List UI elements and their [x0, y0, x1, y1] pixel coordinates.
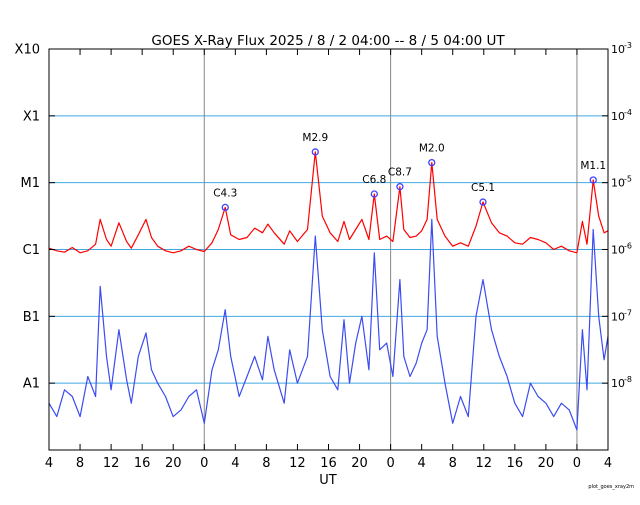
flare-label-m2-0: M2.0 [419, 143, 445, 155]
y-tick-label-right: 10 [611, 310, 625, 323]
footer-label: plot_goes_xray2m [588, 484, 634, 490]
series-layer [48, 151, 609, 431]
y-tick-label-left-m1: M1 [21, 176, 41, 191]
y-tick-label-right: 10 [611, 177, 625, 190]
flare-marker-c4-3 [221, 203, 229, 212]
x-tick-label: 20 [165, 456, 182, 471]
x-tick-label: 8 [449, 456, 457, 471]
x-tick-label: 8 [262, 456, 270, 471]
y-tick-label-left-x1: X1 [23, 109, 40, 124]
y-tick-label-right-exponent: -7 [624, 308, 632, 317]
y-tick-label-right: 10 [611, 43, 625, 56]
grid-layer [49, 49, 608, 450]
x-axis-label: UT [319, 473, 337, 488]
flare-label-c5-1: C5.1 [471, 182, 495, 194]
x-tick-label: 12 [103, 456, 120, 471]
y-tick-label-left-a1: A1 [23, 377, 40, 392]
x-tick-label: 16 [320, 456, 337, 471]
x-tick-label: 12 [289, 456, 306, 471]
x-tick-label: 4 [231, 456, 239, 471]
flare-label-c8-7: C8.7 [388, 167, 412, 179]
x-tick-label: 8 [76, 456, 84, 471]
y-tick-label-left-b1: B1 [23, 310, 40, 325]
flare-marker-c6-8 [370, 190, 378, 198]
x-tick-label: 4 [45, 456, 53, 471]
x-tick-label: 16 [507, 456, 524, 471]
flare-marker-c8-7 [396, 183, 404, 191]
x-tick-label: 0 [386, 456, 394, 471]
flare-marker-m2-9 [311, 148, 319, 156]
y-tick-label-right-exponent: -5 [624, 175, 632, 184]
x-tick-label: 4 [418, 456, 426, 471]
y-tick-label-right-exponent: -6 [624, 242, 632, 251]
short-channel-flux-line [48, 218, 609, 431]
x-tick-label: 20 [351, 456, 368, 471]
x-tick-label: 4 [604, 456, 612, 471]
flare-label-m1-1: M1.1 [580, 160, 606, 172]
chart-title: GOES X-Ray Flux 2025 / 8 / 2 04:00 -- 8 … [151, 33, 505, 49]
y-tick-label-right-exponent: -8 [624, 375, 632, 384]
y-tick-label-right-exponent: -4 [624, 108, 632, 117]
y-tick-label-right: 10 [611, 110, 625, 123]
y-tick-label-left-x10: X10 [15, 43, 40, 58]
x-tick-label: 0 [573, 456, 581, 471]
x-tick-label: 16 [134, 456, 151, 471]
flare-label-c4-3: C4.3 [213, 187, 237, 199]
flare-label-m2-9: M2.9 [302, 132, 328, 144]
y-tick-label-right: 10 [611, 244, 625, 257]
flare-marker-layer: C4.3 M2.9 C6.8C8.7 M2.0 C5.1 M1.1 [213, 132, 606, 212]
flare-label-c6-8: C6.8 [362, 174, 386, 186]
x-tick-label: 12 [476, 456, 493, 471]
y-tick-label-right-exponent: -3 [624, 41, 632, 50]
flare-marker-m2-0 [428, 158, 436, 167]
y-tick-label-left-c1: C1 [23, 243, 40, 258]
x-tick-label: 0 [200, 456, 208, 471]
flare-marker-m1-1 [589, 176, 597, 184]
flare-marker-c5-1 [479, 198, 487, 206]
y-tick-label-right: 10 [611, 377, 625, 390]
long-channel-flux-line [48, 151, 609, 254]
x-tick-label: 20 [538, 456, 555, 471]
